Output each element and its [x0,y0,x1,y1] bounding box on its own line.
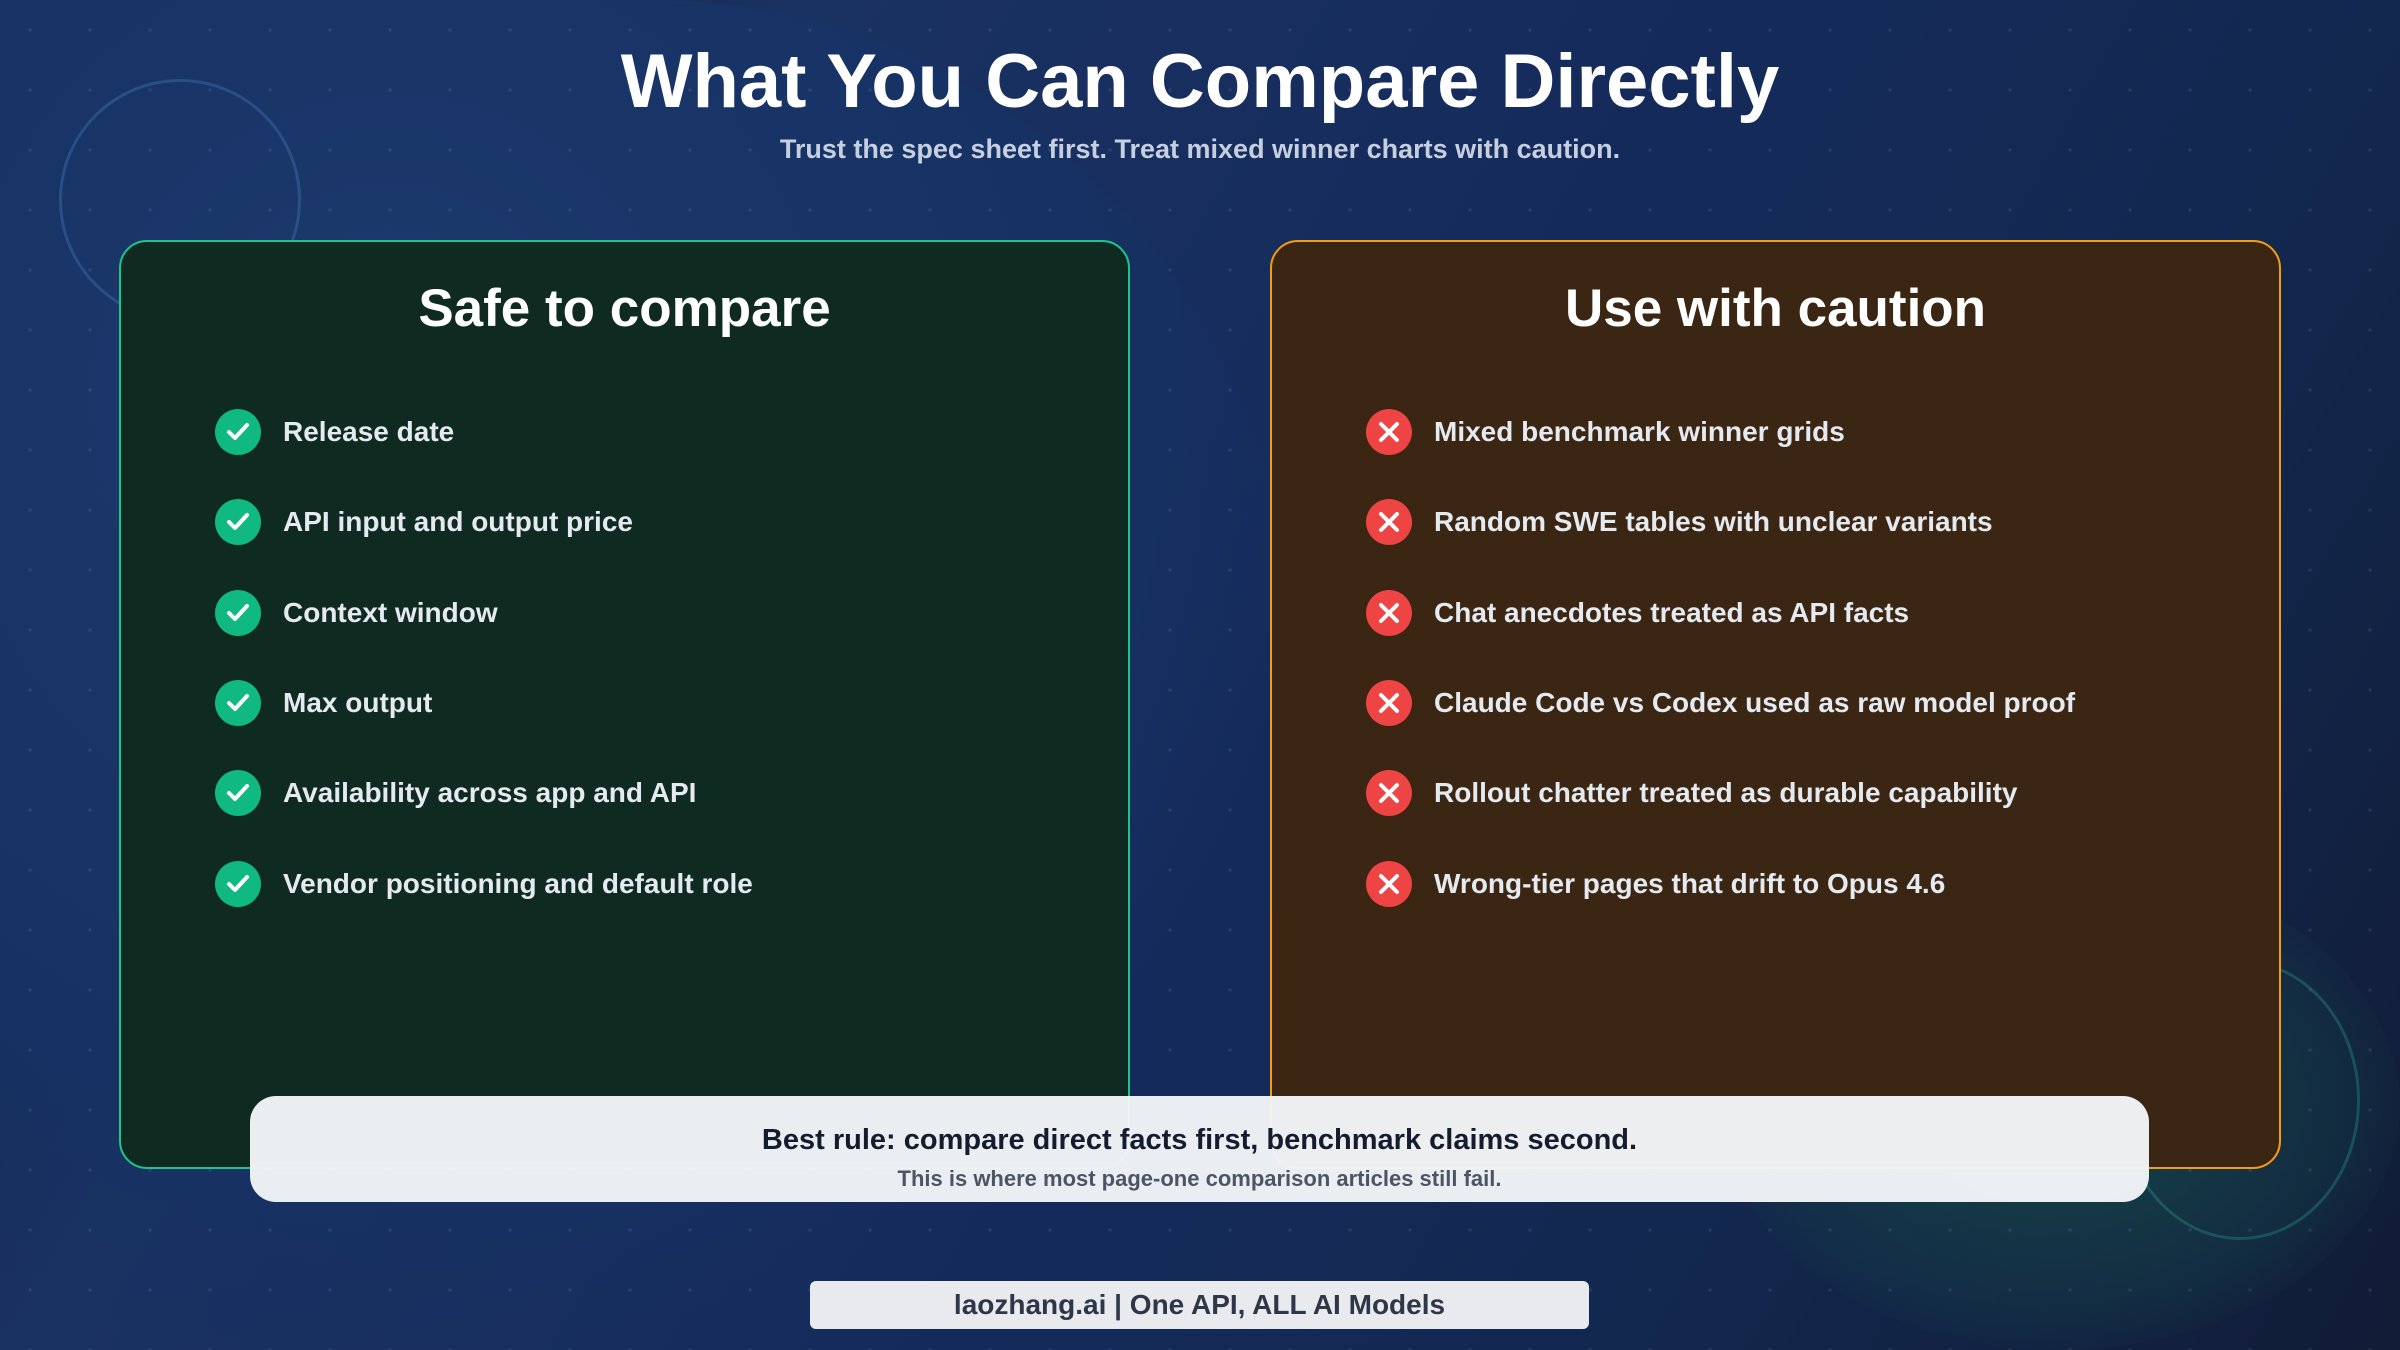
check-circle-icon [215,499,261,545]
item-label: Context window [283,597,498,628]
list-item: Vendor positioning and default role [215,861,753,907]
item-label: API input and output price [283,506,633,537]
x-circle-icon [1366,499,1412,545]
page-title: What You Can Compare Directly [620,39,1780,124]
list-item: API input and output price [215,499,633,545]
item-label: Max output [283,687,433,718]
safe-to-compare-card: Safe to compare Release date API input an… [119,240,1130,1169]
x-circle-icon [1366,409,1412,455]
list-item: Release date [215,409,454,455]
x-circle-icon [1366,861,1412,907]
list-item: Availability across app and API [215,770,696,816]
list-item: Max output [215,680,432,726]
list-item: Random SWE tables with unclear variants [1366,499,1993,545]
check-circle-icon [215,680,261,726]
best-rule-banner: Best rule: compare direct facts first, b… [250,1096,2149,1202]
footer-brand: laozhang.ai | One API, ALL AI Models [810,1281,1589,1329]
card-title: Safe to compare [418,279,831,338]
item-label: Vendor positioning and default role [283,868,753,899]
rule-note: This is where most page-one comparison a… [897,1166,1502,1191]
check-circle-icon [215,770,261,816]
item-label: Claude Code vs Codex used as raw model p… [1434,687,2076,718]
item-label: Release date [283,416,455,447]
use-with-caution-card: Use with caution Mixed benchmark winner … [1270,240,2281,1169]
item-label: Availability across app and API [283,777,697,808]
page-subtitle: Trust the spec sheet first. Treat mixed … [779,134,1621,164]
item-label: Mixed benchmark winner grids [1434,416,1845,447]
x-circle-icon [1366,680,1412,726]
x-circle-icon [1366,590,1412,636]
list-item: Mixed benchmark winner grids [1366,409,1845,455]
item-label: Random SWE tables with unclear variants [1434,506,1993,537]
list-item: Chat anecdotes treated as API facts [1366,590,1909,636]
check-circle-icon [215,590,261,636]
card-title: Use with caution [1564,279,1987,338]
item-label: Chat anecdotes treated as API facts [1434,597,1910,628]
check-circle-icon [215,861,261,907]
list-item: Rollout chatter treated as durable capab… [1366,770,2017,816]
item-label: Rollout chatter treated as durable capab… [1434,777,2018,808]
list-item: Wrong-tier pages that drift to Opus 4.6 [1366,861,1945,907]
rule-headline: Best rule: compare direct facts first, b… [761,1124,1638,1156]
check-circle-icon [215,409,261,455]
list-item: Context window [215,590,498,636]
list-item: Claude Code vs Codex used as raw model p… [1366,680,2075,726]
item-label: Wrong-tier pages that drift to Opus 4.6 [1434,868,1946,899]
x-circle-icon [1366,770,1412,816]
